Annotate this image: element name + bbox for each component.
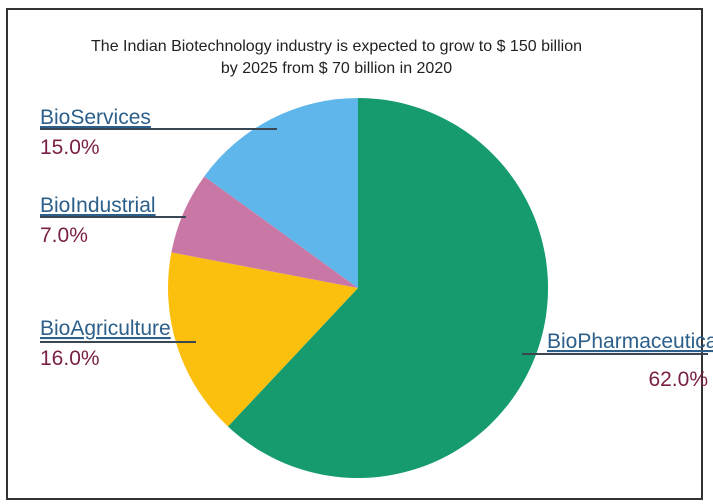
slice-value-bioagriculture: 16.0%: [40, 347, 100, 370]
slice-value-bioservices: 15.0%: [40, 136, 100, 159]
slice-value-bioindustrial: 7.0%: [40, 224, 88, 247]
pie-slice-bioagriculture: [168, 252, 358, 427]
chart-title-line-2: by 2025 from $ 70 billion in 2020: [220, 60, 453, 77]
pie-slice-biopharmaceuticals: [227, 98, 549, 478]
slice-label-bioindustrial: BioIndustrial: [40, 194, 156, 217]
chart-title-line-1: The Indian Biotechnology industry is exp…: [91, 38, 582, 55]
slice-value-biopharmaceuticals: 62.0%: [648, 368, 708, 391]
slice-label-biopharmaceuticals: BioPharmaceuticals: [547, 330, 713, 353]
chart-title: The Indian Biotechnology industry is exp…: [30, 36, 643, 80]
slice-label-bioservices: BioServices: [40, 106, 151, 129]
pie-slice-bioindustrial: [171, 176, 358, 288]
slice-label-bioagriculture: BioAgriculture: [40, 317, 171, 340]
pie-slice-bioservices: [204, 98, 358, 288]
